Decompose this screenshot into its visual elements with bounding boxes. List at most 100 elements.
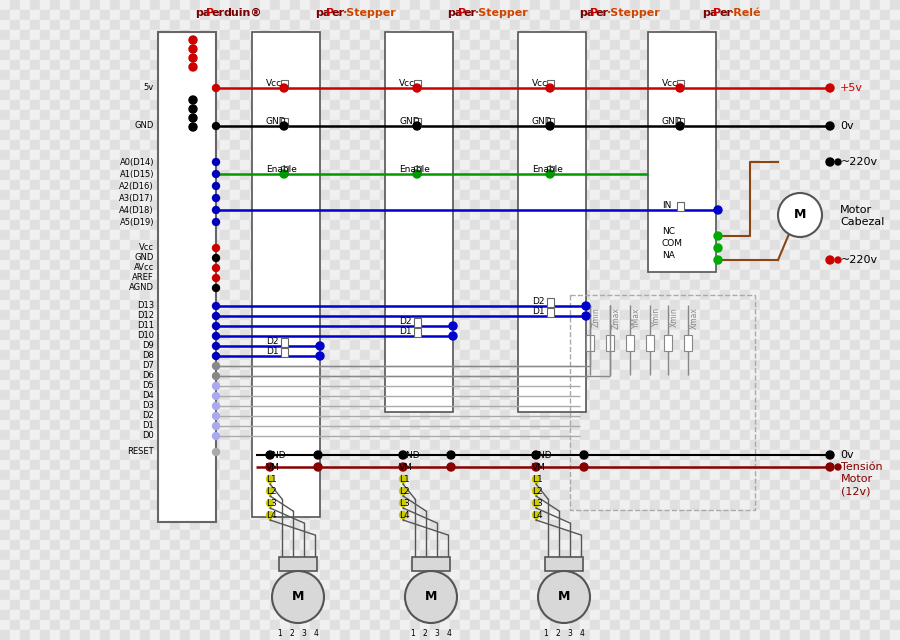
Bar bbox=[210, 500, 220, 510]
Bar bbox=[880, 540, 890, 550]
Bar bbox=[200, 460, 210, 470]
Bar bbox=[414, 80, 421, 89]
Bar bbox=[690, 540, 700, 550]
Bar bbox=[420, 600, 430, 610]
Bar bbox=[180, 610, 190, 620]
Bar bbox=[50, 290, 60, 300]
Bar bbox=[720, 240, 730, 250]
Bar bbox=[120, 470, 130, 480]
Bar bbox=[840, 200, 850, 210]
Bar bbox=[200, 630, 210, 640]
Bar bbox=[310, 190, 320, 200]
Bar bbox=[530, 330, 540, 340]
Bar bbox=[220, 110, 230, 120]
Bar bbox=[810, 360, 820, 370]
Bar bbox=[320, 220, 330, 230]
Bar bbox=[280, 160, 290, 170]
Bar bbox=[310, 540, 320, 550]
Bar bbox=[460, 0, 470, 10]
Bar bbox=[20, 340, 30, 350]
Bar bbox=[70, 450, 80, 460]
Bar bbox=[520, 170, 530, 180]
Bar bbox=[320, 370, 330, 380]
Bar bbox=[720, 40, 730, 50]
Bar bbox=[160, 550, 170, 560]
Text: L1: L1 bbox=[532, 474, 543, 483]
Bar bbox=[490, 30, 500, 40]
Bar bbox=[440, 130, 450, 140]
Bar bbox=[340, 280, 350, 290]
Bar bbox=[670, 350, 680, 360]
Bar bbox=[30, 90, 40, 100]
Bar bbox=[150, 540, 160, 550]
Bar bbox=[100, 340, 110, 350]
Bar bbox=[430, 470, 440, 480]
Bar bbox=[50, 40, 60, 50]
Bar bbox=[210, 0, 220, 10]
Bar bbox=[480, 300, 490, 310]
Bar bbox=[730, 400, 740, 410]
Bar bbox=[760, 380, 770, 390]
Bar bbox=[820, 410, 830, 420]
Bar bbox=[480, 120, 490, 130]
Bar bbox=[40, 560, 50, 570]
Bar bbox=[70, 520, 80, 530]
Bar bbox=[380, 90, 390, 100]
Bar bbox=[120, 50, 130, 60]
Bar bbox=[840, 270, 850, 280]
Bar bbox=[410, 210, 420, 220]
Bar bbox=[280, 10, 290, 20]
Bar bbox=[260, 430, 270, 440]
Bar bbox=[170, 220, 180, 230]
Bar bbox=[530, 80, 540, 90]
Bar bbox=[530, 120, 540, 130]
Bar bbox=[40, 0, 50, 10]
Bar bbox=[690, 120, 700, 130]
Bar bbox=[480, 310, 490, 320]
Bar bbox=[790, 240, 800, 250]
Circle shape bbox=[546, 122, 554, 130]
Bar bbox=[490, 300, 500, 310]
Bar bbox=[160, 140, 170, 150]
Bar bbox=[660, 20, 670, 30]
Bar bbox=[20, 50, 30, 60]
Bar bbox=[770, 100, 780, 110]
Bar bbox=[720, 630, 730, 640]
Bar bbox=[700, 400, 710, 410]
Bar bbox=[480, 20, 490, 30]
Bar bbox=[460, 520, 470, 530]
Bar bbox=[320, 140, 330, 150]
Bar bbox=[260, 540, 270, 550]
Bar bbox=[410, 190, 420, 200]
Bar bbox=[870, 400, 880, 410]
Bar bbox=[50, 20, 60, 30]
Bar bbox=[600, 140, 610, 150]
Bar bbox=[870, 630, 880, 640]
Bar bbox=[800, 220, 810, 230]
Bar bbox=[710, 470, 720, 480]
Bar bbox=[10, 370, 20, 380]
Bar bbox=[500, 240, 510, 250]
Bar bbox=[100, 400, 110, 410]
Bar bbox=[490, 180, 500, 190]
Bar bbox=[880, 80, 890, 90]
Bar bbox=[320, 620, 330, 630]
Bar bbox=[90, 130, 100, 140]
Bar bbox=[720, 120, 730, 130]
Bar bbox=[330, 250, 340, 260]
Bar bbox=[230, 110, 240, 120]
Bar bbox=[410, 530, 420, 540]
Bar bbox=[280, 450, 290, 460]
Bar bbox=[860, 110, 870, 120]
Bar bbox=[200, 530, 210, 540]
Bar bbox=[150, 130, 160, 140]
Bar bbox=[200, 410, 210, 420]
Bar bbox=[780, 510, 790, 520]
Bar bbox=[170, 140, 180, 150]
Bar bbox=[140, 550, 150, 560]
Bar bbox=[160, 630, 170, 640]
Bar bbox=[850, 370, 860, 380]
Bar bbox=[20, 450, 30, 460]
Bar bbox=[170, 270, 180, 280]
Text: L3: L3 bbox=[399, 499, 410, 508]
